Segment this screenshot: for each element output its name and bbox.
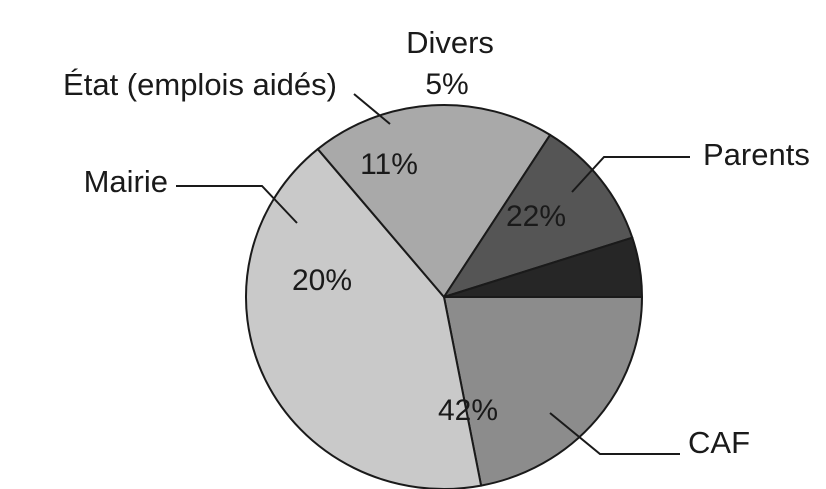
category-label-divers: Divers (406, 25, 494, 60)
slice-divers (443, 236, 643, 298)
value-label-parents: 22% (506, 200, 566, 233)
leader-lines (176, 93, 690, 455)
value-labels: 22% 42% 20% 11% 5% (292, 68, 566, 427)
value-label-caf: 42% (438, 394, 498, 427)
category-label-mairie: Mairie (84, 164, 168, 199)
value-label-etat-emplois-aides: 11% (360, 148, 418, 181)
category-label-caf: CAF (688, 425, 750, 460)
leader-line-mairie (176, 185, 298, 224)
category-labels: Parents CAF Mairie État (emplois aidés) Dive… (63, 25, 810, 460)
value-label-divers: 5% (425, 68, 468, 101)
slice-parents (443, 296, 643, 487)
leader-line-etat-emplois-aides (353, 93, 391, 125)
leader-line-parents (571, 156, 690, 193)
pie-slices (244, 104, 643, 489)
slice-etat-emplois-aides (443, 133, 634, 298)
slice-caf (244, 148, 483, 489)
value-label-mairie: 20% (292, 264, 352, 297)
category-label-etat-emplois-aides: État (emplois aidés) (63, 67, 337, 102)
slice-mairie (316, 104, 552, 298)
category-label-parents: Parents (703, 137, 810, 172)
leader-line-caf (549, 412, 680, 455)
